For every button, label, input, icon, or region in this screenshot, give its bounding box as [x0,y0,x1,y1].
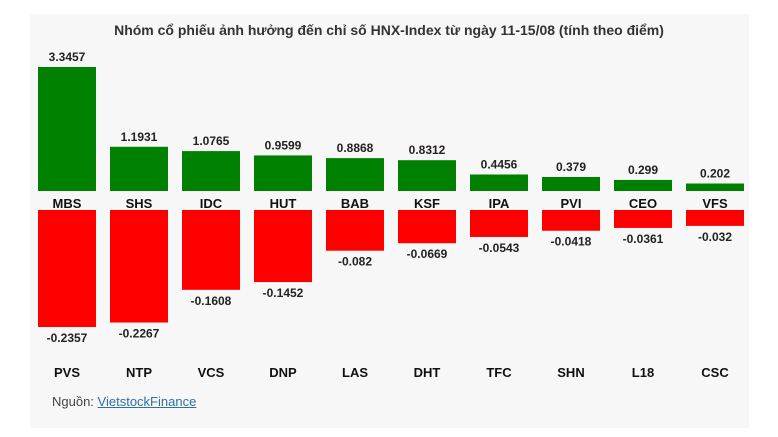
negative-ticker-label: TFC [486,365,512,380]
positive-value-label: 0.8868 [337,141,374,155]
positive-ticker-label: PVI [561,196,582,211]
source-link[interactable]: VietstockFinance [97,394,197,409]
negative-value-label: -0.0418 [551,235,592,249]
negative-bar-las [326,210,384,251]
negative-ticker-label: LAS [342,365,368,380]
negative-bar-vcs [182,210,240,290]
negative-bar-dnp [254,210,312,283]
positive-bar-hut [254,155,312,191]
negative-ticker-label: DNP [269,365,297,380]
positive-ticker-label: IPA [489,196,510,211]
positive-bar-pvi [542,176,600,191]
positive-value-label: 1.0765 [193,134,230,148]
negative-ticker-label: L18 [632,365,654,380]
negative-ticker-label: SHN [557,365,584,380]
positive-bar-ksf [398,160,456,191]
positive-value-label: 1.1931 [121,130,158,144]
positive-bar-ipa [470,174,528,191]
negative-value-label: -0.1452 [263,286,304,300]
negative-bar-csc [686,210,744,226]
positive-value-label: 0.4456 [481,157,518,171]
positive-value-label: 0.299 [628,163,658,177]
positive-bar-idc [182,151,240,191]
positive-ticker-label: VFS [702,196,728,211]
positive-ticker-label: MBS [53,196,82,211]
negative-bar-dht [398,210,456,244]
positive-value-label: 0.8312 [409,143,446,157]
negative-ticker-label: DHT [414,365,441,380]
chart-title: Nhóm cổ phiếu ảnh hưởng đến chỉ số HNX-I… [114,22,664,38]
positive-ticker-label: HUT [270,196,297,211]
positive-value-label: 3.3457 [49,50,86,64]
positive-bar-bab [326,158,384,191]
negative-value-label: -0.0669 [407,247,448,261]
negative-ticker-label: NTP [126,365,152,380]
source-prefix: Nguồn: [52,394,98,409]
negative-value-label: -0.0361 [623,232,664,246]
positive-bar-ceo [614,179,672,191]
negative-bar-shn [542,210,600,231]
source-line: Nguồn: VietstockFinance [52,394,196,409]
positive-bar-vfs [686,183,744,191]
positive-ticker-label: IDC [200,196,223,211]
positive-ticker-label: SHS [126,196,153,211]
negative-ticker-label: CSC [701,365,729,380]
negative-bar-ntp [110,210,168,323]
negative-bar-pvs [38,210,96,327]
positive-value-label: 0.202 [700,167,730,181]
positive-value-label: 0.9599 [265,138,302,152]
negative-bar-l18 [614,210,672,228]
positive-bar-mbs [38,67,96,191]
negative-value-label: -0.082 [338,255,372,269]
negative-ticker-label: PVS [54,365,80,380]
positive-ticker-label: KSF [414,196,440,211]
negative-value-label: -0.032 [698,230,732,244]
positive-value-label: 0.379 [556,160,586,174]
negative-ticker-label: VCS [198,365,225,380]
negative-value-label: -0.0543 [479,241,520,255]
negative-value-label: -0.2267 [119,327,160,341]
negative-bar-tfc [470,210,528,237]
negative-value-label: -0.2357 [47,331,88,345]
positive-ticker-label: BAB [341,196,369,211]
positive-ticker-label: CEO [629,196,657,211]
negative-value-label: -0.1608 [191,294,232,308]
positive-bar-shs [110,146,168,191]
